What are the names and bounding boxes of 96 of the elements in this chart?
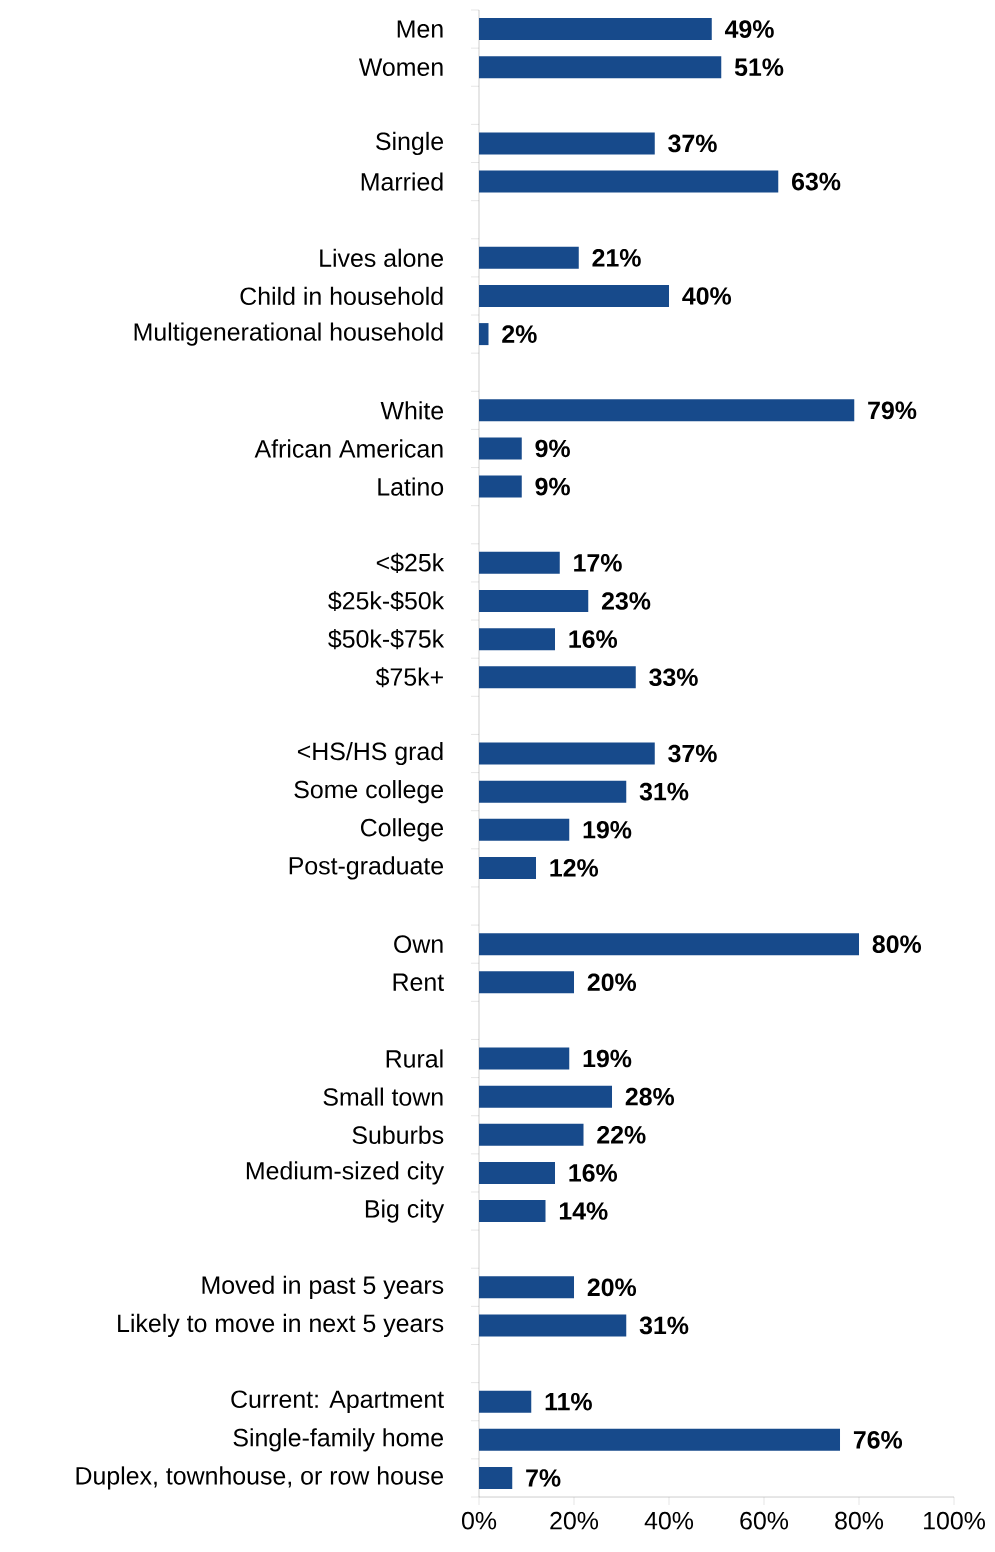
data-label: 76% [853,1431,903,1449]
bar [479,1428,841,1451]
y-tick-label: Small town [323,1087,443,1106]
y-tick-label: Medium-sized city [246,1161,445,1185]
data-label: 33% [649,668,698,687]
data-label: 19% [583,1049,632,1068]
bar [479,1314,627,1337]
data-label: 7% [526,1469,561,1487]
bar [479,818,570,841]
bar [479,246,579,269]
data-label: 23% [601,592,651,610]
y-tick-label: Multigenerational household [134,322,443,346]
data-label: 2% [502,325,537,343]
bar [479,1466,513,1489]
data-label: 37% [668,744,717,763]
y-tick-label: <$25k [376,552,445,573]
data-label: 80% [872,935,922,953]
bar [479,132,655,155]
data-label: 22% [597,1126,646,1144]
bar [479,1276,575,1299]
y-tick-label: $50k-$75k [328,629,445,650]
data-label: 28% [625,1087,675,1106]
y-tick-label: Likely to move in next 5 years [118,1313,444,1338]
data-label: 16% [569,630,618,648]
bar [479,628,556,651]
bar [479,475,522,498]
data-label: 12% [550,859,599,877]
y-tick-label: Post-graduate [289,856,444,880]
data-label: 16% [569,1164,618,1182]
y-tick-label: College [360,818,444,842]
bar [479,1123,584,1146]
bar [479,399,855,422]
y-tick-label: Current: Apartment [231,1390,444,1413]
y-tick-label: Child in household [240,286,443,306]
data-label: 20% [587,1278,637,1297]
y-tick-label: <HS/HS grad [297,741,443,766]
y-tick-label: $75k+ [375,667,443,688]
x-tick-label: 80% [835,1511,884,1530]
bar [479,18,712,41]
y-tick-label: Single-family home [233,1428,443,1452]
y-tick-label: Duplex, townhouse, or row house [76,1466,443,1490]
bar [479,1047,570,1070]
bar [479,742,655,765]
y-tick-label: Rural [386,1049,443,1068]
data-label: 14% [559,1202,608,1220]
data-label: 31% [639,782,689,801]
y-tick-label: Married [361,172,443,191]
y-tick-label: White [380,401,444,420]
data-label: 31% [639,1316,689,1335]
data-label: 9% [535,477,570,496]
x-tick-label: 20% [550,1511,599,1530]
bar [479,437,522,460]
y-tick-label: Latino [378,477,444,496]
y-tick-label: Women [358,58,443,76]
bar [479,56,722,79]
bar [479,971,575,994]
data-label: 79% [868,401,917,420]
y-tick-label: Own [394,935,443,953]
bar [479,284,670,307]
bar [479,1200,546,1223]
y-tick-label: Rent [393,973,444,991]
data-label: 20% [587,973,637,992]
y-tick-label: Suburbs [352,1125,444,1144]
data-label: 51% [734,58,784,76]
y-tick-label: African American [254,439,443,458]
bar [479,1085,613,1108]
x-tick-label: 60% [740,1511,789,1530]
data-label: 40% [682,287,732,305]
data-label: 17% [574,554,622,572]
data-label: 63% [792,172,841,191]
bar [479,666,636,689]
y-tick-label: Big city [365,1199,445,1223]
data-label: 37% [668,134,717,153]
data-label: 9% [535,439,570,458]
y-tick-label: Some college [294,780,444,804]
y-tick-label: $25k-$50k [328,590,445,612]
data-label: 21% [592,249,641,267]
bar [479,1161,556,1184]
y-tick-label: Single [376,131,444,156]
data-label: 19% [583,820,632,839]
x-tick-label: 100% [924,1511,985,1530]
y-tick-label: Men [397,20,443,38]
bar [479,1390,532,1413]
bar [479,933,860,956]
bar [479,780,627,803]
bar [479,323,489,346]
x-tick-label: 0% [461,1511,497,1530]
y-tick-label: Lives alone [320,248,444,267]
bar [479,590,589,612]
bar [479,170,779,193]
bar [479,856,537,879]
x-tick-label: 40% [644,1511,694,1530]
bar [479,551,560,574]
y-tick-label: Moved in past 5 years [202,1275,444,1299]
data-label: 49% [724,20,774,38]
data-label: 11% [545,1392,592,1411]
